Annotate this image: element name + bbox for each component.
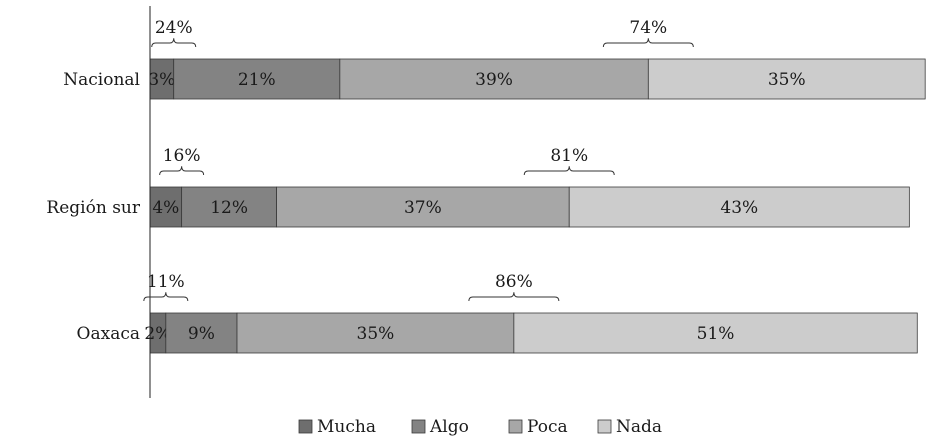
data-label-region-sur-mucha: 4% — [152, 198, 179, 218]
data-label-nacional-algo: 21% — [238, 70, 276, 90]
data-label-region-sur-algo: 12% — [210, 198, 248, 218]
bar-segment-region-sur-mucha — [149, 186, 183, 228]
bracket-oaxaca-bottom2 — [468, 292, 560, 302]
bar-segment-oaxaca-nada — [513, 312, 918, 354]
category-label-region-sur: Región sur — [46, 198, 140, 218]
bracket-label-region-sur-top2: 16% — [163, 146, 201, 166]
legend-label-nada: Nada — [616, 417, 662, 437]
data-label-nacional-mucha: 3% — [148, 70, 175, 90]
data-label-oaxaca-mucha: 2% — [144, 324, 171, 344]
bracket-nacional-top2 — [151, 38, 197, 48]
brackets-layer: 24% 74% 16% 81% 11% 86% — [143, 18, 694, 302]
legend-swatch-poca — [508, 419, 523, 434]
data-label-oaxaca-algo: 9% — [188, 324, 215, 344]
category-label-nacional: Nacional — [63, 70, 140, 90]
legend-swatch-algo — [411, 419, 426, 434]
bracket-region-sur-top2 — [159, 166, 205, 176]
bracket-label-oaxaca-top2: 11% — [147, 272, 185, 292]
data-label-region-sur-poca: 37% — [404, 198, 442, 218]
legend-label-mucha: Mucha — [317, 417, 376, 437]
category-label-oaxaca: Oaxaca — [77, 324, 140, 344]
legend-label-algo: Algo — [429, 417, 469, 437]
data-label-region-sur-nada: 43% — [720, 198, 758, 218]
legend-swatch-nada — [597, 419, 612, 434]
legend-swatch-mucha — [298, 419, 313, 434]
bracket-label-region-sur-bottom2: 81% — [550, 146, 588, 166]
bracket-region-sur-bottom2 — [523, 166, 615, 176]
bar-segment-oaxaca-algo — [165, 312, 238, 354]
bracket-label-oaxaca-bottom2: 86% — [495, 272, 533, 292]
bar-segment-region-sur-poca — [276, 186, 570, 228]
legend-label-poca: Poca — [527, 417, 568, 437]
data-label-nacional-nada: 35% — [768, 70, 806, 90]
bracket-nacional-bottom2 — [602, 38, 694, 48]
bar-segment-nacional-poca — [339, 58, 649, 100]
legend: Mucha Algo Poca Nada — [298, 417, 662, 437]
bracket-label-nacional-bottom2: 74% — [629, 18, 667, 38]
data-label-nacional-poca: 39% — [475, 70, 513, 90]
bar-segment-oaxaca-poca — [236, 312, 515, 354]
data-label-oaxaca-nada: 51% — [697, 324, 735, 344]
bar-segment-nacional-nada — [647, 58, 926, 100]
bracket-oaxaca-top2 — [143, 292, 189, 302]
bar-segment-nacional-algo — [173, 58, 341, 100]
bar-segment-region-sur-algo — [181, 186, 277, 228]
bars-layer: Nacional 3% 21% 39% 35% Región sur 4% 12% 37% 43%… — [46, 58, 926, 354]
bracket-label-nacional-top2: 24% — [155, 18, 193, 38]
bar-segment-region-sur-nada — [568, 186, 910, 228]
data-label-oaxaca-poca: 35% — [357, 324, 395, 344]
